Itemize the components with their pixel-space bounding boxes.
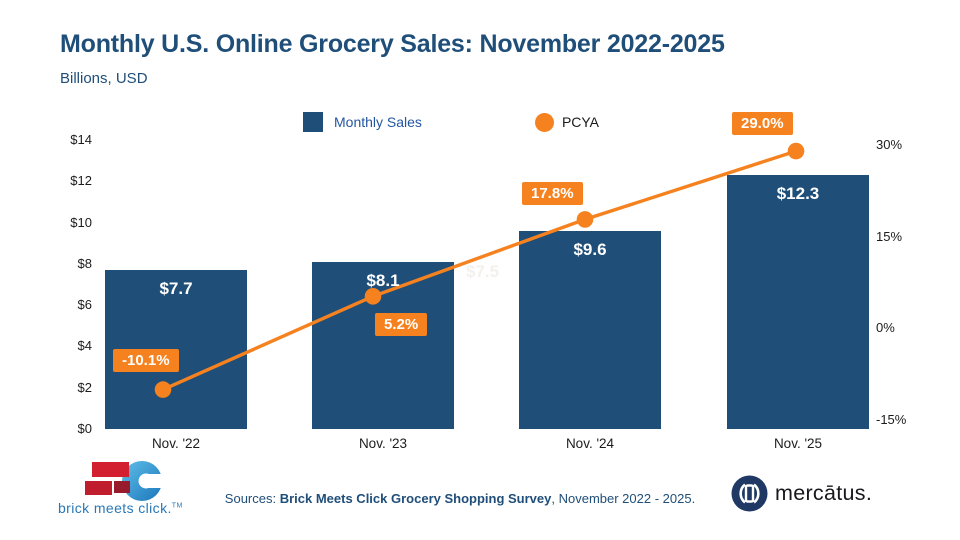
y-axis-tick-label: $2	[77, 379, 92, 395]
x-axis-category-label: Nov. '23	[358, 436, 408, 451]
mercatus-wordmark: mercātus.	[775, 481, 873, 505]
y-axis-tick-label: $10	[70, 214, 92, 230]
y-axis-tick-label: $0	[77, 421, 92, 436]
pcya-data-point	[154, 381, 172, 398]
pcya-data-point	[576, 211, 594, 228]
pcya-value-badge: 5.2%	[375, 313, 428, 336]
y-axis-tick-label: $4	[77, 338, 92, 354]
sources-suffix: , November 2022 - 2025.	[551, 491, 696, 506]
bar-value-label: $8.1	[366, 270, 400, 290]
legend-pcya-dot	[534, 112, 554, 132]
bar-value-label: $9.6	[573, 239, 607, 259]
pcya-data-point	[364, 287, 382, 305]
mercatus-logo: mercātus.	[731, 475, 872, 512]
bar-value-label: $7.7	[159, 279, 193, 299]
x-axis-category-label: Nov. '24	[565, 436, 615, 451]
secondary-axis-tick-label: 15%	[876, 228, 903, 244]
sources-survey-name: Brick Meets Click Grocery Shopping Surve…	[279, 491, 552, 506]
sales-bar	[312, 261, 454, 429]
secondary-axis-tick-label: -15%	[876, 411, 907, 427]
y-axis-tick-label: $14	[70, 132, 92, 148]
brick-meets-click-logo	[85, 461, 163, 501]
sales-bar	[727, 175, 869, 429]
pcya-line	[162, 149, 797, 392]
chart-subtitle: Billions, USD	[60, 70, 148, 87]
sources-line: Sources: Brick Meets Click Grocery Shopp…	[200, 491, 720, 506]
y-axis-tick-label: $12	[70, 173, 92, 189]
brick-meets-click-wordmark: brick meets click.TM	[58, 500, 183, 516]
chart-title: Monthly U.S. Online Grocery Sales: Novem…	[60, 30, 725, 58]
brick-logo-dark-red-overlap	[114, 481, 130, 493]
legend-pcya-label: PCYA	[561, 114, 600, 130]
x-axis-category-label: Nov. '22	[151, 436, 201, 451]
sources-prefix: Sources:	[224, 491, 280, 506]
secondary-axis-tick-label: 0%	[876, 320, 895, 335]
bar-value-label: $12.3	[776, 184, 820, 204]
legend-bar-swatch	[303, 112, 323, 132]
pcya-value-badge: 17.8%	[522, 182, 583, 205]
legend-monthly-sales-label: Monthly Sales	[334, 114, 422, 130]
sales-bar	[519, 230, 661, 429]
y-axis-tick-label: $6	[77, 297, 92, 313]
secondary-axis-tick-label: 30%	[876, 137, 903, 152]
ghost-value-label: $7.5	[466, 262, 500, 281]
pcya-data-point	[787, 142, 805, 160]
brick-tm-mark: TM	[171, 502, 183, 510]
brick-wordmark-text: brick meets click.	[58, 500, 172, 516]
mercatus-icon	[731, 475, 768, 512]
y-axis-tick-label: $8	[77, 255, 92, 271]
legend: Monthly Sales PCYA	[303, 108, 599, 136]
pcya-value-badge: -10.1%	[113, 349, 179, 372]
x-axis-category-label: Nov. '25	[773, 436, 823, 451]
pcya-value-badge: 29.0%	[732, 112, 793, 135]
brick-logo-red-brick-bottom	[85, 481, 112, 495]
brick-logo-red-brick-top	[92, 462, 129, 477]
